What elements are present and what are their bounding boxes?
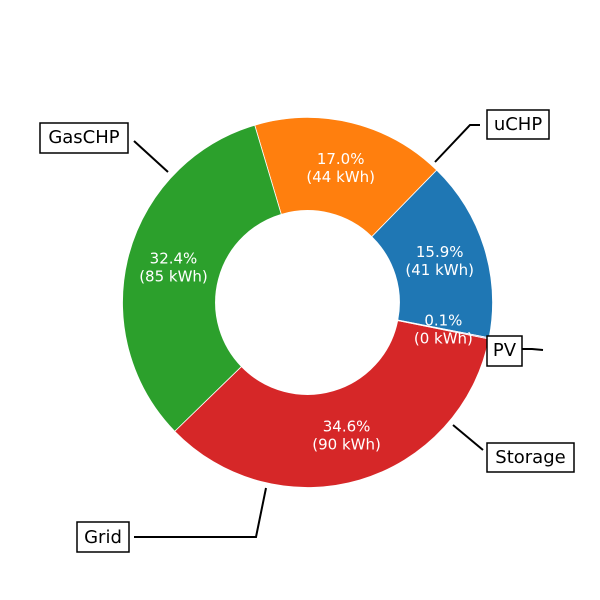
slice-gaschp xyxy=(122,124,282,432)
value-label: (0 kWh) xyxy=(414,329,473,347)
slice-grid xyxy=(174,320,490,488)
slice-label-storage: 0.1%(0 kWh) xyxy=(414,311,473,347)
slice-uchp xyxy=(254,117,438,238)
legend-label-gaschp: GasCHP xyxy=(48,127,119,148)
percent-label: 15.9% xyxy=(416,243,464,261)
slice-label-grid: 34.6%(90 kWh) xyxy=(312,417,381,453)
legend-label-pv: PV xyxy=(493,340,517,361)
percent-label: 34.6% xyxy=(323,417,371,435)
value-label: (41 kWh) xyxy=(405,261,474,279)
legend-label-uchp: uCHP xyxy=(494,114,543,135)
leader-line-gaschp xyxy=(133,140,169,173)
slice-label-uchp: 17.0%(44 kWh) xyxy=(306,150,375,186)
value-label: (85 kWh) xyxy=(139,267,208,285)
slice-label-gaschp: 32.4%(85 kWh) xyxy=(139,249,208,285)
leader-line-storage xyxy=(452,424,484,451)
percent-label: 32.4% xyxy=(150,249,198,267)
leader-line-uchp xyxy=(434,124,480,163)
value-label: (44 kWh) xyxy=(306,168,375,186)
percent-label: 0.1% xyxy=(424,311,462,329)
legend-label-storage: Storage xyxy=(495,447,565,468)
slice-label-pv: 15.9%(41 kWh) xyxy=(405,243,474,279)
legend-box-storage xyxy=(486,442,575,473)
legend-label-grid: Grid xyxy=(84,527,122,548)
leader-line-grid xyxy=(134,487,267,538)
legend-box-pv xyxy=(486,335,523,367)
slice-pv xyxy=(371,169,493,339)
legend-box-uchp xyxy=(486,109,550,140)
percent-label: 17.0% xyxy=(317,150,365,168)
value-label: (90 kWh) xyxy=(312,435,381,453)
leader-line-pv xyxy=(521,348,544,351)
legend-box-grid xyxy=(76,521,130,553)
legend-box-gaschp xyxy=(39,122,129,154)
